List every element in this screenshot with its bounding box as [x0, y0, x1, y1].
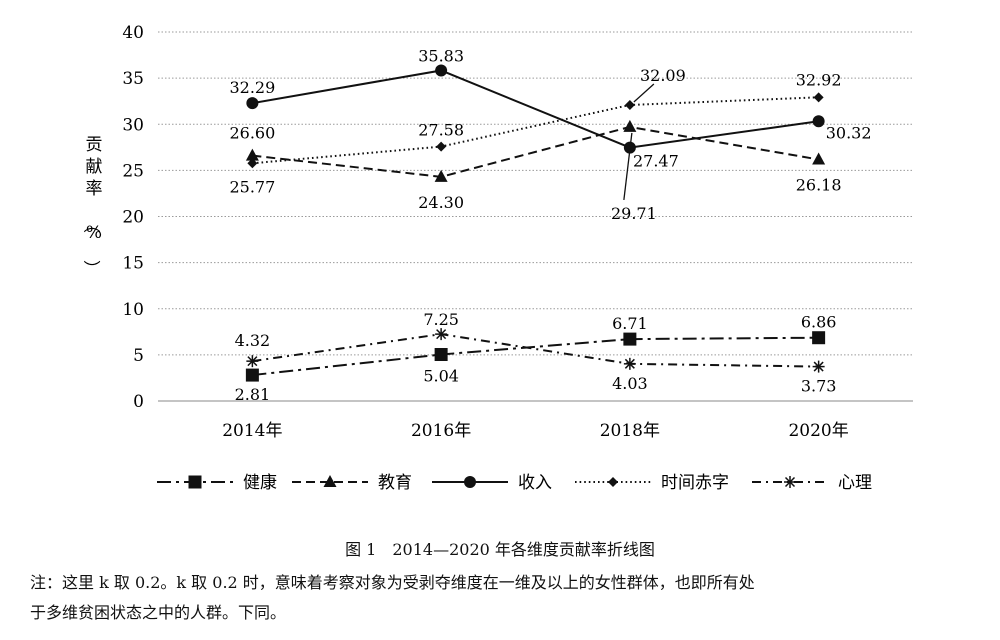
- data-label-心理-2018年: 4.03: [612, 374, 648, 393]
- data-point-时间赤字-2016年: [436, 141, 447, 152]
- chart-value-labels: 2.81 5.04 6.71 6.86 26.60 24.30 29.71 26.18 32.2…: [229, 46, 871, 404]
- data-label-教育-2018年: 29.71: [611, 204, 657, 223]
- y-tick-label-20: 20: [122, 208, 144, 228]
- data-label-时间赤字-2020年: 32.92: [796, 70, 842, 89]
- legend-label-健康: 健康: [243, 473, 277, 493]
- note-line-2: 于多维贫困状态之中的人群。下同。: [30, 603, 287, 622]
- data-point-收入-2020年: [812, 115, 825, 128]
- legend-marker-教育: [323, 475, 337, 487]
- data-label-心理-2014年: 4.32: [235, 331, 271, 350]
- data-point-健康-2016年: [434, 348, 448, 362]
- data-label-收入-2020年: 30.32: [826, 123, 872, 142]
- leader-line-教育-2018: [623, 132, 633, 201]
- data-point-心理-2016年: [435, 328, 448, 341]
- data-label-教育-2016年: 24.30: [418, 193, 464, 212]
- x-tick-label-2: 2018年: [600, 421, 660, 441]
- figure-caption: 图 1 2014—2020 年各维度贡献率折线图: [345, 540, 655, 559]
- y-axis-label-char: （: [81, 216, 101, 233]
- data-label-健康-2016年: 5.04: [423, 367, 459, 386]
- asterisk-stroke: [624, 358, 635, 369]
- chart-series: [245, 64, 826, 382]
- data-label-健康-2020年: 6.86: [801, 313, 837, 332]
- data-point-健康-2018年: [623, 332, 637, 346]
- y-tick-label-10: 10: [122, 300, 144, 320]
- chart-legend: 健康 教育 收入 时间赤字 心理: [157, 473, 872, 493]
- figure-note: 注：这里 k 取 0.2。k 取 0.2 时，意味着考察对象为受剥夺维度在一维及…: [30, 568, 990, 628]
- legend-item-心理: 心理: [752, 473, 872, 493]
- data-label-时间赤字-2018年: 32.09: [640, 66, 686, 85]
- legend-marker-健康: [188, 475, 202, 489]
- data-point-心理-2018年: [623, 357, 636, 370]
- data-point-时间赤字-2014年: [247, 158, 258, 169]
- series-line-时间赤字: [252, 96, 819, 165]
- legend-label-时间赤字: 时间赤字: [661, 473, 729, 493]
- data-label-心理-2016年: 7.25: [423, 310, 459, 329]
- y-tick-label-15: 15: [122, 254, 144, 274]
- y-tick-label-40: 40: [122, 23, 144, 43]
- data-point-健康-2020年: [812, 331, 826, 345]
- data-label-健康-2018年: 6.71: [612, 314, 648, 333]
- y-axis-label-char: %: [86, 223, 102, 243]
- y-axis-label-char: 率: [86, 179, 103, 199]
- data-point-时间赤字-2020年: [813, 92, 824, 103]
- y-axis-label-char: 献: [86, 157, 103, 177]
- y-axis-label-char: ）: [81, 260, 101, 277]
- data-point-教育-2014年: [245, 148, 259, 161]
- asterisk-stroke: [247, 356, 258, 367]
- chart-axes: 0 5 10 15 20 25 30 35 40 2014年 2016年 2018年 2020年: [122, 23, 913, 441]
- y-tick-label-35: 35: [122, 69, 144, 89]
- data-point-教育-2016年: [434, 169, 448, 182]
- legend-item-收入: 收入: [432, 473, 552, 493]
- data-label-心理-2020年: 3.73: [801, 377, 837, 396]
- line-chart: 0 5 10 15 20 25 30 35 40 2014年 2016年 2018年 2020年 2.8…: [81, 23, 913, 493]
- data-point-心理-2020年: [812, 360, 825, 373]
- data-label-时间赤字-2014年: 25.77: [229, 177, 275, 196]
- leader-line-时间赤字-2018: [633, 83, 655, 103]
- data-point-时间赤字-2018年: [624, 99, 635, 110]
- data-label-健康-2014年: 2.81: [235, 385, 271, 404]
- legend-item-时间赤字: 时间赤字: [575, 473, 729, 493]
- x-tick-label-1: 2016年: [411, 421, 471, 441]
- data-label-收入-2014年: 32.29: [229, 78, 275, 97]
- data-point-教育-2018年: [623, 119, 637, 132]
- x-tick-label-0: 2014年: [222, 421, 282, 441]
- legend-item-健康: 健康: [157, 473, 277, 493]
- series-line-收入: [252, 69, 819, 149]
- asterisk-stroke: [436, 329, 447, 340]
- legend-label-收入: 收入: [518, 473, 552, 493]
- data-label-收入-2018年: 27.47: [633, 152, 679, 171]
- data-label-时间赤字-2016年: 27.58: [418, 121, 464, 140]
- y-tick-label-25: 25: [122, 161, 144, 181]
- data-point-收入-2016年: [435, 64, 448, 77]
- series-line-心理: [252, 333, 819, 368]
- data-point-收入-2014年: [246, 97, 259, 110]
- legend-label-心理: 心理: [838, 473, 872, 493]
- legend-marker-心理: [784, 476, 796, 488]
- legend-label-教育: 教育: [378, 473, 412, 493]
- data-point-心理-2014年: [246, 355, 259, 368]
- asterisk-stroke: [813, 361, 824, 372]
- series-line-教育: [252, 125, 819, 178]
- y-tick-label-5: 5: [133, 346, 144, 366]
- y-tick-label-30: 30: [122, 115, 144, 135]
- asterisk-stroke: [784, 476, 796, 488]
- data-label-教育-2014年: 26.60: [229, 124, 275, 143]
- y-axis-label: 贡献率 （% ）: [81, 135, 103, 277]
- data-label-教育-2020年: 26.18: [796, 175, 842, 194]
- legend-marker-收入: [464, 476, 476, 488]
- note-line-1: 注：这里 k 取 0.2。k 取 0.2 时，意味着考察对象为受剥夺维度在一维及…: [30, 573, 755, 592]
- legend-item-教育: 教育: [292, 473, 412, 493]
- y-axis-label-char: 贡: [86, 135, 103, 155]
- data-point-教育-2020年: [812, 152, 826, 165]
- y-tick-label-0: 0: [133, 392, 144, 412]
- data-point-健康-2014年: [245, 368, 259, 382]
- data-label-收入-2016年: 35.83: [418, 46, 464, 65]
- legend-marker-时间赤字: [608, 477, 618, 487]
- x-tick-label-3: 2020年: [788, 421, 848, 441]
- series-line-健康: [252, 336, 819, 377]
